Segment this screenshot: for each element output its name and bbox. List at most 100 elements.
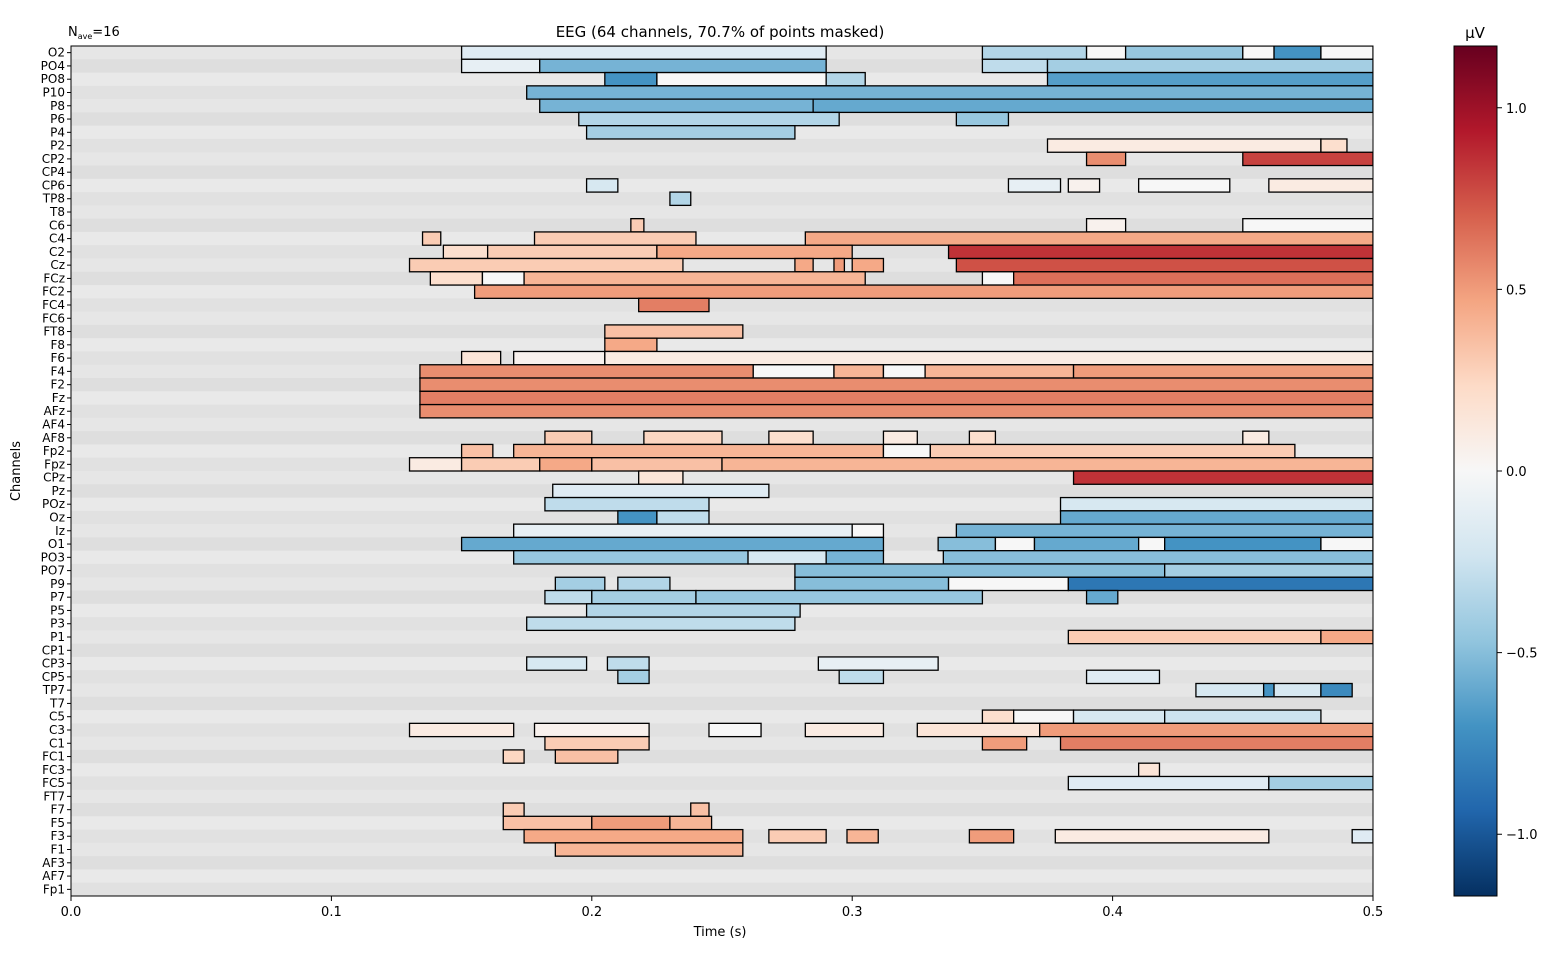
y-tick-label-ft8: FT8	[43, 325, 65, 339]
masked-row-p1	[71, 630, 1373, 645]
segment-f4-4	[924, 364, 1075, 379]
segment-o2-2	[1085, 46, 1127, 60]
y-tick-label-af8: AF8	[42, 431, 65, 445]
y-tick-label-af3: AF3	[42, 856, 65, 870]
segment-c2-2	[656, 244, 853, 260]
y-tick-label-tp8: TP8	[42, 192, 65, 206]
segment-o1-3	[1033, 536, 1140, 552]
segment-c6-0	[630, 218, 645, 233]
segment-cp3-0	[526, 656, 588, 671]
nave-annotation-symbol: N	[68, 25, 78, 40]
segment-fc5-0	[1067, 775, 1270, 791]
segment-p7-2	[695, 589, 984, 605]
segment-po3-3	[942, 550, 1373, 565]
y-tick-label-c4: C4	[49, 232, 65, 246]
masked-row-fc5	[71, 776, 1373, 791]
segment-c5-3	[1164, 709, 1322, 724]
colorbar-label: µV	[1465, 24, 1486, 42]
segment-cz-1	[794, 257, 814, 273]
segment-fp2-0	[460, 443, 494, 459]
segment-o1-2	[994, 536, 1036, 552]
y-tick-label-fp1: Fp1	[43, 882, 65, 896]
masked-row-cp2	[71, 152, 1373, 167]
y-tick-label-f7: F7	[50, 803, 65, 817]
segment-p1-1	[1320, 629, 1373, 645]
masked-row-t8	[71, 205, 1373, 220]
segment-cp6-2	[1067, 178, 1101, 193]
segment-tp7-0	[1195, 682, 1265, 698]
segment-cp6-4	[1268, 178, 1373, 193]
x-axis-label: Time (s)	[693, 925, 747, 940]
segment-p7-1	[591, 589, 697, 605]
segment-f4-5	[1072, 364, 1373, 379]
y-tick-label-c6: C6	[49, 218, 65, 232]
segment-c1-1	[981, 735, 1028, 751]
segment-p7-0	[544, 589, 593, 605]
masked-row-ft7	[71, 789, 1373, 804]
segment-c2-1	[486, 244, 658, 260]
y-tick-label-fc6: FC6	[42, 311, 65, 325]
segment-cz-2	[833, 257, 846, 273]
y-tick-label-poz: POz	[42, 497, 65, 511]
segment-c4-1	[533, 231, 697, 246]
y-tick-label-pz: Pz	[51, 484, 65, 498]
masked-row-c1	[71, 736, 1373, 751]
segment-fpz-2	[539, 457, 593, 472]
segment-af8-0	[544, 430, 593, 446]
segment-fpz-0	[408, 457, 463, 472]
segment-po8-2	[825, 71, 866, 87]
segment-af8-4	[968, 430, 997, 446]
segment-o2-5	[1273, 46, 1322, 60]
colorbar-tick-label-0: 1.0	[1506, 102, 1527, 117]
chart-title: EEG (64 channels, 70.7% of points masked…	[556, 23, 885, 41]
segment-tp7-1	[1262, 682, 1275, 698]
segment-fc1-1	[554, 749, 619, 764]
segment-fc3-0	[1137, 762, 1161, 778]
y-tick-label-p10: P10	[42, 85, 65, 99]
y-tick-label-fc1: FC1	[42, 750, 65, 764]
segment-cp5-2	[1085, 669, 1161, 685]
segment-p10-0	[526, 85, 1373, 100]
segment-iz-2	[955, 523, 1373, 539]
y-tick-label-cpz: CPz	[43, 471, 65, 485]
masked-row-fp1	[71, 882, 1373, 896]
masked-row-cp1	[71, 643, 1373, 658]
segment-o1-6	[1320, 536, 1373, 552]
y-tick-label-po3: PO3	[41, 550, 65, 564]
segment-tp7-2	[1273, 682, 1322, 698]
segment-f5-2	[669, 815, 713, 831]
y-tick-label-c5: C5	[49, 710, 65, 724]
segment-iz-1	[851, 523, 885, 539]
masked-row-t7	[71, 696, 1373, 711]
y-tick-label-fc2: FC2	[42, 285, 65, 299]
y-tick-label-iz: Iz	[55, 524, 65, 538]
masked-row-fc1	[71, 749, 1373, 764]
y-tick-label-fp2: Fp2	[43, 444, 65, 458]
segment-cp2-1	[1242, 151, 1373, 167]
segment-po4-1	[539, 58, 827, 74]
segment-fpz-3	[591, 457, 723, 472]
y-tick-label-p1: P1	[50, 630, 65, 644]
segment-c1-2	[1059, 735, 1373, 751]
masked-row-fc3	[71, 763, 1373, 777]
segment-p1-0	[1067, 629, 1322, 645]
segment-c3-0	[408, 722, 515, 738]
y-tick-label-fz: Fz	[52, 391, 65, 405]
y-tick-label-po7: PO7	[41, 564, 65, 578]
segment-p8-1	[812, 98, 1373, 114]
segment-po7-1	[1164, 563, 1373, 578]
masked-row-fc4	[71, 298, 1373, 313]
masked-row-af3	[71, 856, 1373, 870]
segment-cp3-1	[606, 656, 650, 671]
segment-p9-4	[1067, 576, 1373, 592]
y-tick-label-o1: O1	[48, 537, 65, 551]
segment-oz-2	[1059, 510, 1373, 525]
segment-af8-1	[643, 430, 723, 446]
segment-fpz-1	[460, 457, 541, 472]
segment-af8-3	[882, 430, 918, 446]
heatmap-plot-area	[71, 46, 1373, 896]
segment-f3-5	[1351, 828, 1373, 844]
nave-annotation-value: =16	[92, 25, 119, 40]
segment-o2-0	[460, 46, 827, 60]
segment-cp6-3	[1137, 178, 1231, 193]
